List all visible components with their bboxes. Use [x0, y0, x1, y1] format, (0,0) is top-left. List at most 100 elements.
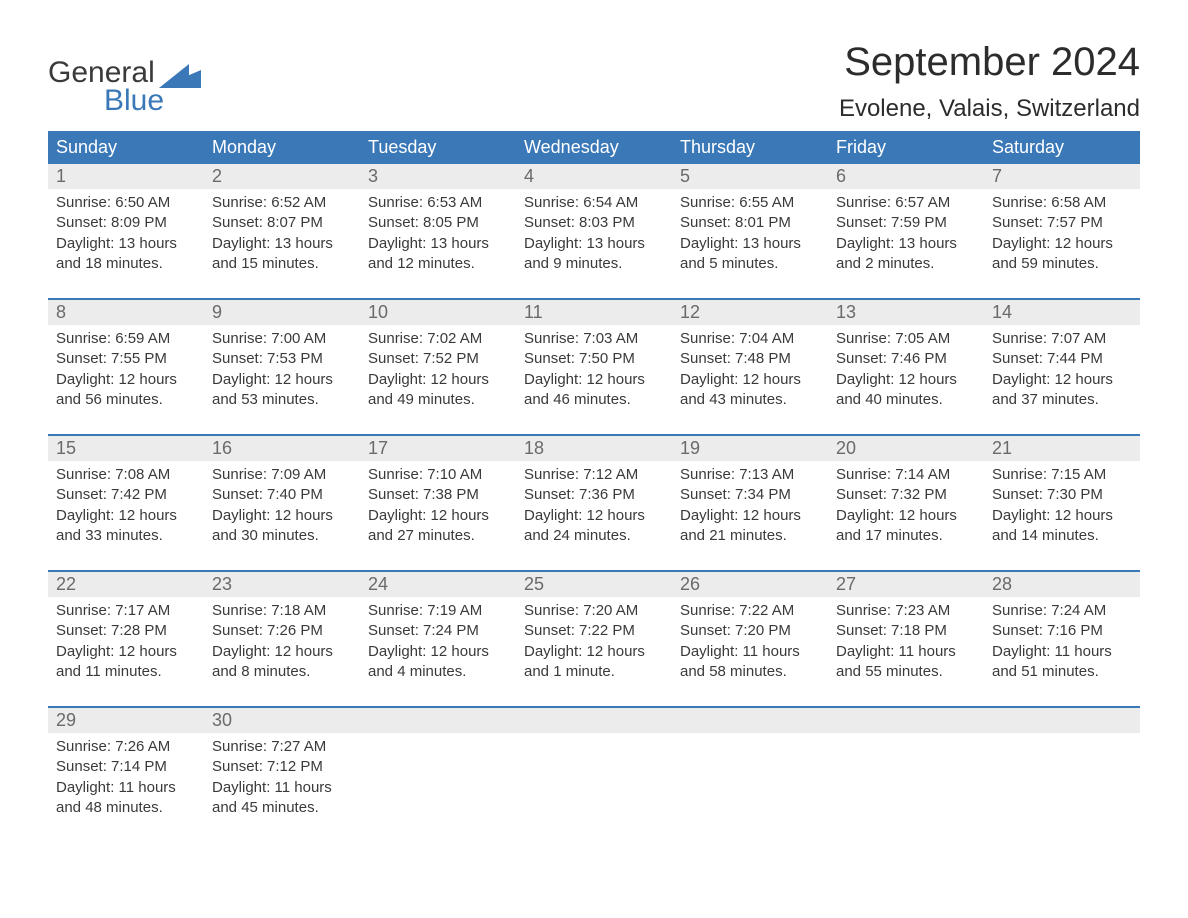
daylight-line-2: and 9 minutes.	[524, 254, 664, 274]
sunrise-line: Sunrise: 6:57 AM	[836, 193, 976, 213]
day-header: Saturday	[984, 131, 1140, 164]
daylight-line-1: Daylight: 12 hours	[680, 506, 820, 526]
title-block: September 2024 Evolene, Valais, Switzerl…	[839, 40, 1140, 123]
day-number: 6	[828, 164, 984, 189]
day-number	[672, 708, 828, 733]
day-number: 21	[984, 436, 1140, 461]
daylight-line-1: Daylight: 11 hours	[212, 778, 352, 798]
day-header: Sunday	[48, 131, 204, 164]
day-headers: Sunday Monday Tuesday Wednesday Thursday…	[48, 131, 1140, 164]
day-cell: Sunrise: 6:50 AMSunset: 8:09 PMDaylight:…	[48, 189, 204, 274]
day-number: 27	[828, 572, 984, 597]
day-header: Friday	[828, 131, 984, 164]
sunset-line: Sunset: 7:53 PM	[212, 349, 352, 369]
sunset-line: Sunset: 7:30 PM	[992, 485, 1132, 505]
daylight-line-1: Daylight: 11 hours	[56, 778, 196, 798]
daylight-line-2: and 14 minutes.	[992, 526, 1132, 546]
day-num-row: 22232425262728	[48, 572, 1140, 597]
day-header: Tuesday	[360, 131, 516, 164]
day-number: 15	[48, 436, 204, 461]
day-cell: Sunrise: 6:55 AMSunset: 8:01 PMDaylight:…	[672, 189, 828, 274]
sunrise-line: Sunrise: 7:02 AM	[368, 329, 508, 349]
day-body-row: Sunrise: 7:08 AMSunset: 7:42 PMDaylight:…	[48, 461, 1140, 546]
daylight-line-2: and 12 minutes.	[368, 254, 508, 274]
sunset-line: Sunset: 7:59 PM	[836, 213, 976, 233]
daylight-line-2: and 18 minutes.	[56, 254, 196, 274]
day-number	[516, 708, 672, 733]
day-body-row: Sunrise: 7:17 AMSunset: 7:28 PMDaylight:…	[48, 597, 1140, 682]
daylight-line-1: Daylight: 13 hours	[212, 234, 352, 254]
daylight-line-2: and 40 minutes.	[836, 390, 976, 410]
day-number: 3	[360, 164, 516, 189]
day-cell: Sunrise: 7:15 AMSunset: 7:30 PMDaylight:…	[984, 461, 1140, 546]
sunset-line: Sunset: 8:05 PM	[368, 213, 508, 233]
sunrise-line: Sunrise: 6:54 AM	[524, 193, 664, 213]
day-number: 10	[360, 300, 516, 325]
day-number: 2	[204, 164, 360, 189]
daylight-line-1: Daylight: 12 hours	[992, 506, 1132, 526]
day-number: 24	[360, 572, 516, 597]
day-cell: Sunrise: 7:03 AMSunset: 7:50 PMDaylight:…	[516, 325, 672, 410]
day-number: 22	[48, 572, 204, 597]
logo: General Blue	[48, 40, 201, 116]
header-row: General Blue September 2024 Evolene, Val…	[48, 40, 1140, 123]
sunset-line: Sunset: 7:48 PM	[680, 349, 820, 369]
daylight-line-2: and 8 minutes.	[212, 662, 352, 682]
day-cell: Sunrise: 7:00 AMSunset: 7:53 PMDaylight:…	[204, 325, 360, 410]
daylight-line-1: Daylight: 12 hours	[56, 642, 196, 662]
sunset-line: Sunset: 7:42 PM	[56, 485, 196, 505]
day-cell	[672, 733, 828, 818]
sunset-line: Sunset: 7:14 PM	[56, 757, 196, 777]
day-body-row: Sunrise: 6:50 AMSunset: 8:09 PMDaylight:…	[48, 189, 1140, 274]
day-number: 20	[828, 436, 984, 461]
sunrise-line: Sunrise: 7:15 AM	[992, 465, 1132, 485]
sunset-line: Sunset: 7:50 PM	[524, 349, 664, 369]
day-number: 28	[984, 572, 1140, 597]
daylight-line-2: and 58 minutes.	[680, 662, 820, 682]
day-cell: Sunrise: 7:02 AMSunset: 7:52 PMDaylight:…	[360, 325, 516, 410]
daylight-line-2: and 49 minutes.	[368, 390, 508, 410]
day-number: 7	[984, 164, 1140, 189]
day-number: 14	[984, 300, 1140, 325]
sunrise-line: Sunrise: 7:03 AM	[524, 329, 664, 349]
month-title: September 2024	[839, 40, 1140, 85]
sunrise-line: Sunrise: 7:22 AM	[680, 601, 820, 621]
day-cell: Sunrise: 6:59 AMSunset: 7:55 PMDaylight:…	[48, 325, 204, 410]
day-number: 5	[672, 164, 828, 189]
daylight-line-2: and 33 minutes.	[56, 526, 196, 546]
sunrise-line: Sunrise: 6:55 AM	[680, 193, 820, 213]
daylight-line-2: and 56 minutes.	[56, 390, 196, 410]
sunrise-line: Sunrise: 6:59 AM	[56, 329, 196, 349]
sunset-line: Sunset: 7:26 PM	[212, 621, 352, 641]
sunset-line: Sunset: 7:16 PM	[992, 621, 1132, 641]
daylight-line-2: and 24 minutes.	[524, 526, 664, 546]
day-number: 29	[48, 708, 204, 733]
day-number: 8	[48, 300, 204, 325]
sunset-line: Sunset: 7:44 PM	[992, 349, 1132, 369]
sunrise-line: Sunrise: 6:58 AM	[992, 193, 1132, 213]
day-cell: Sunrise: 6:58 AMSunset: 7:57 PMDaylight:…	[984, 189, 1140, 274]
day-cell: Sunrise: 7:10 AMSunset: 7:38 PMDaylight:…	[360, 461, 516, 546]
day-header: Thursday	[672, 131, 828, 164]
day-number	[828, 708, 984, 733]
day-header: Wednesday	[516, 131, 672, 164]
day-cell: Sunrise: 7:23 AMSunset: 7:18 PMDaylight:…	[828, 597, 984, 682]
logo-flag-icon	[159, 64, 201, 88]
day-number: 12	[672, 300, 828, 325]
sunrise-line: Sunrise: 7:23 AM	[836, 601, 976, 621]
sunset-line: Sunset: 7:24 PM	[368, 621, 508, 641]
sunrise-line: Sunrise: 7:04 AM	[680, 329, 820, 349]
sunrise-line: Sunrise: 7:19 AM	[368, 601, 508, 621]
day-body-row: Sunrise: 6:59 AMSunset: 7:55 PMDaylight:…	[48, 325, 1140, 410]
day-cell: Sunrise: 7:27 AMSunset: 7:12 PMDaylight:…	[204, 733, 360, 818]
weeks-container: 1234567Sunrise: 6:50 AMSunset: 8:09 PMDa…	[48, 164, 1140, 818]
sunset-line: Sunset: 7:52 PM	[368, 349, 508, 369]
day-cell	[516, 733, 672, 818]
day-cell: Sunrise: 7:18 AMSunset: 7:26 PMDaylight:…	[204, 597, 360, 682]
daylight-line-2: and 21 minutes.	[680, 526, 820, 546]
day-cell: Sunrise: 7:26 AMSunset: 7:14 PMDaylight:…	[48, 733, 204, 818]
daylight-line-1: Daylight: 12 hours	[368, 370, 508, 390]
day-cell	[828, 733, 984, 818]
sunrise-line: Sunrise: 7:24 AM	[992, 601, 1132, 621]
week-block: 1234567Sunrise: 6:50 AMSunset: 8:09 PMDa…	[48, 164, 1140, 274]
